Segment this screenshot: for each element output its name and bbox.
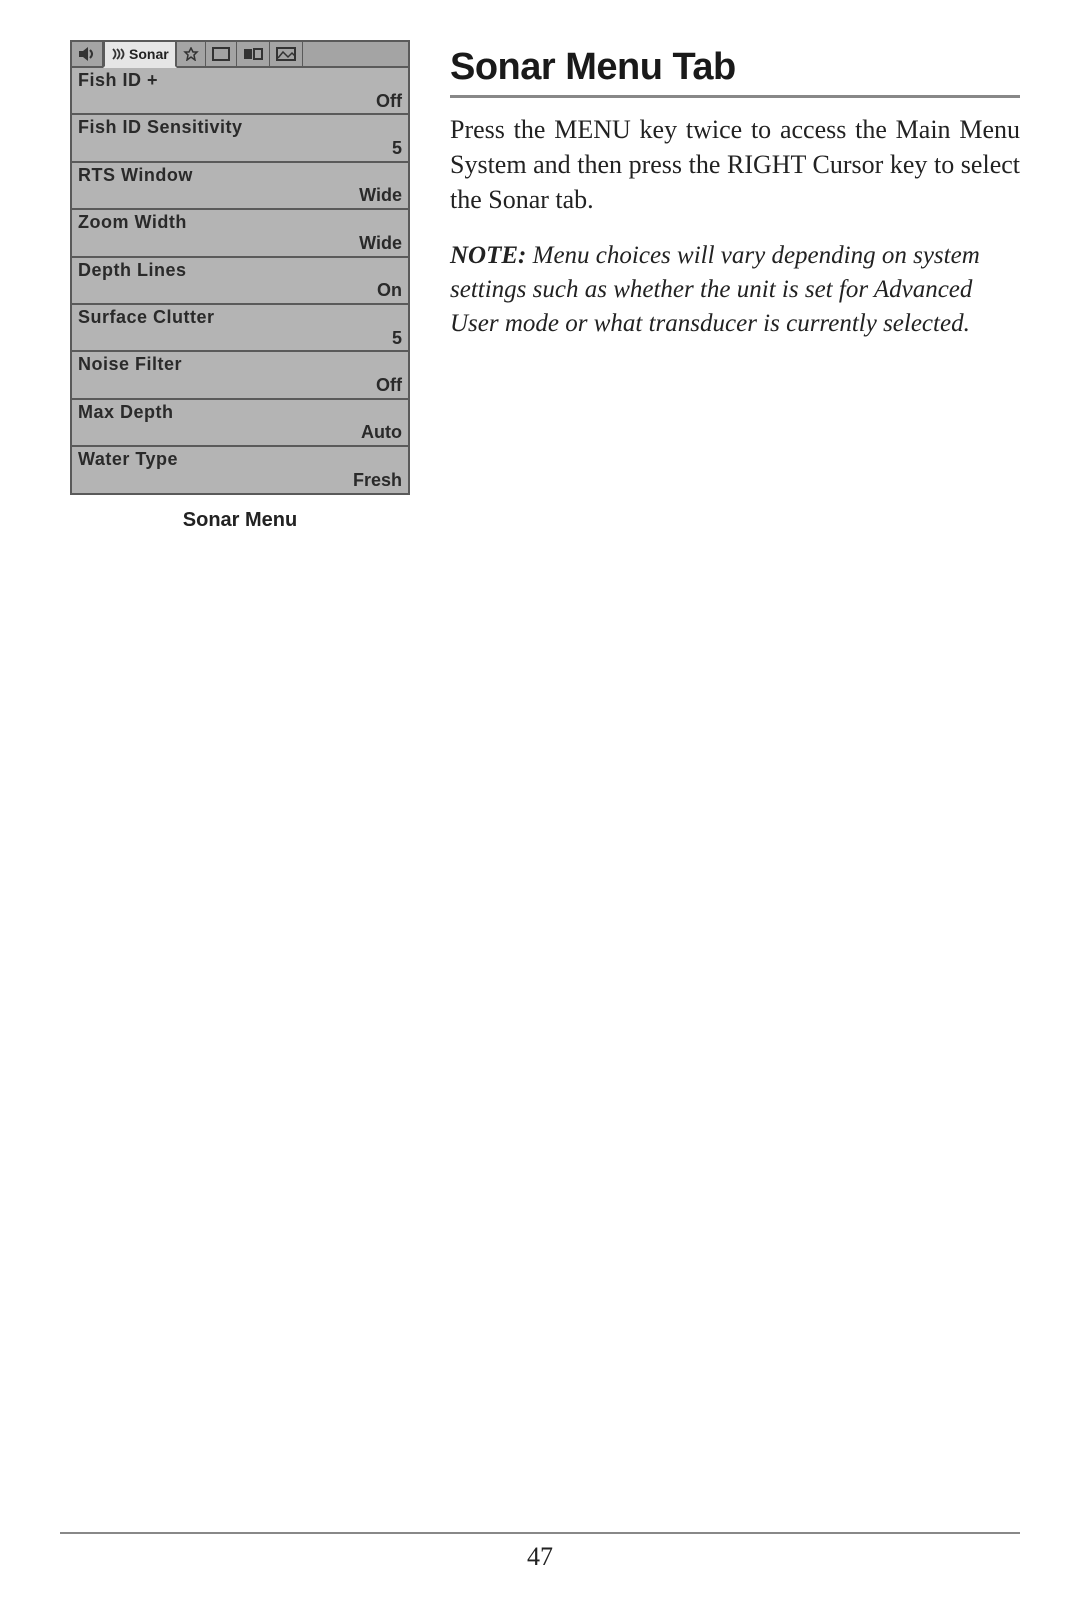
tab-scene[interactable] bbox=[270, 42, 303, 66]
menu-row-label: Water Type bbox=[78, 449, 402, 471]
menu-row-fish-id[interactable]: Fish ID + Off bbox=[72, 68, 408, 115]
menu-rows: Fish ID + Off Fish ID Sensitivity 5 RTS … bbox=[72, 68, 408, 493]
menu-row-max-depth[interactable]: Max Depth Auto bbox=[72, 400, 408, 447]
tab-sonar-label: Sonar bbox=[129, 46, 169, 62]
page: Sonar bbox=[60, 40, 1020, 1580]
menu-row-label: Depth Lines bbox=[78, 260, 402, 282]
sonar-menu-screenshot: Sonar bbox=[70, 40, 410, 495]
menu-row-value: Fresh bbox=[78, 471, 402, 491]
note-body: Menu choices will vary depending on syst… bbox=[450, 242, 980, 337]
menu-row-label: Surface Clutter bbox=[78, 307, 402, 329]
menu-row-value: Off bbox=[78, 376, 402, 396]
speaker-icon bbox=[78, 47, 96, 61]
settings-icon bbox=[183, 47, 199, 61]
display-icon bbox=[212, 47, 230, 61]
tab-display[interactable] bbox=[206, 42, 237, 66]
note-lead: NOTE: bbox=[450, 242, 526, 269]
menu-row-depth-lines[interactable]: Depth Lines On bbox=[72, 258, 408, 305]
menu-row-surface-clutter[interactable]: Surface Clutter 5 bbox=[72, 305, 408, 352]
page-number: 47 bbox=[0, 1542, 1080, 1572]
body-paragraph: Press the MENU key twice to access the M… bbox=[450, 112, 1020, 217]
menu-row-fish-id-sensitivity[interactable]: Fish ID Sensitivity 5 bbox=[72, 115, 408, 162]
menu-row-value: Auto bbox=[78, 423, 402, 443]
menu-row-value: On bbox=[78, 281, 402, 301]
menu-tabstrip: Sonar bbox=[72, 42, 408, 68]
menu-row-label: RTS Window bbox=[78, 165, 402, 187]
tab-speaker[interactable] bbox=[72, 42, 103, 66]
menu-row-water-type[interactable]: Water Type Fresh bbox=[72, 447, 408, 492]
menu-row-value: Off bbox=[78, 92, 402, 112]
menu-row-label: Max Depth bbox=[78, 402, 402, 424]
tab-sonar[interactable]: Sonar bbox=[103, 40, 177, 68]
sonar-icon bbox=[111, 47, 125, 61]
menu-row-value: Wide bbox=[78, 234, 402, 254]
menu-row-zoom-width[interactable]: Zoom Width Wide bbox=[72, 210, 408, 257]
menu-row-label: Zoom Width bbox=[78, 212, 402, 234]
menu-row-label: Fish ID + bbox=[78, 70, 402, 92]
menu-row-value: 5 bbox=[78, 329, 402, 349]
menu-row-value: Wide bbox=[78, 186, 402, 206]
left-column: Sonar bbox=[60, 40, 420, 532]
menu-row-rts-window[interactable]: RTS Window Wide bbox=[72, 163, 408, 210]
scene-icon bbox=[276, 47, 296, 61]
tab-layers[interactable] bbox=[237, 42, 270, 66]
right-column: Sonar Menu Tab Press the MENU key twice … bbox=[450, 40, 1020, 532]
layers-icon bbox=[243, 47, 263, 61]
menu-row-value: 5 bbox=[78, 139, 402, 159]
page-heading: Sonar Menu Tab bbox=[450, 46, 1020, 98]
two-column-layout: Sonar bbox=[60, 40, 1020, 532]
footer-rule bbox=[60, 1532, 1020, 1534]
tab-settings[interactable] bbox=[177, 42, 206, 66]
menu-row-noise-filter[interactable]: Noise Filter Off bbox=[72, 352, 408, 399]
note-paragraph: NOTE: Menu choices will vary depending o… bbox=[450, 239, 1020, 340]
menu-row-label: Noise Filter bbox=[78, 354, 402, 376]
menu-caption: Sonar Menu bbox=[183, 509, 297, 532]
menu-row-label: Fish ID Sensitivity bbox=[78, 117, 402, 139]
